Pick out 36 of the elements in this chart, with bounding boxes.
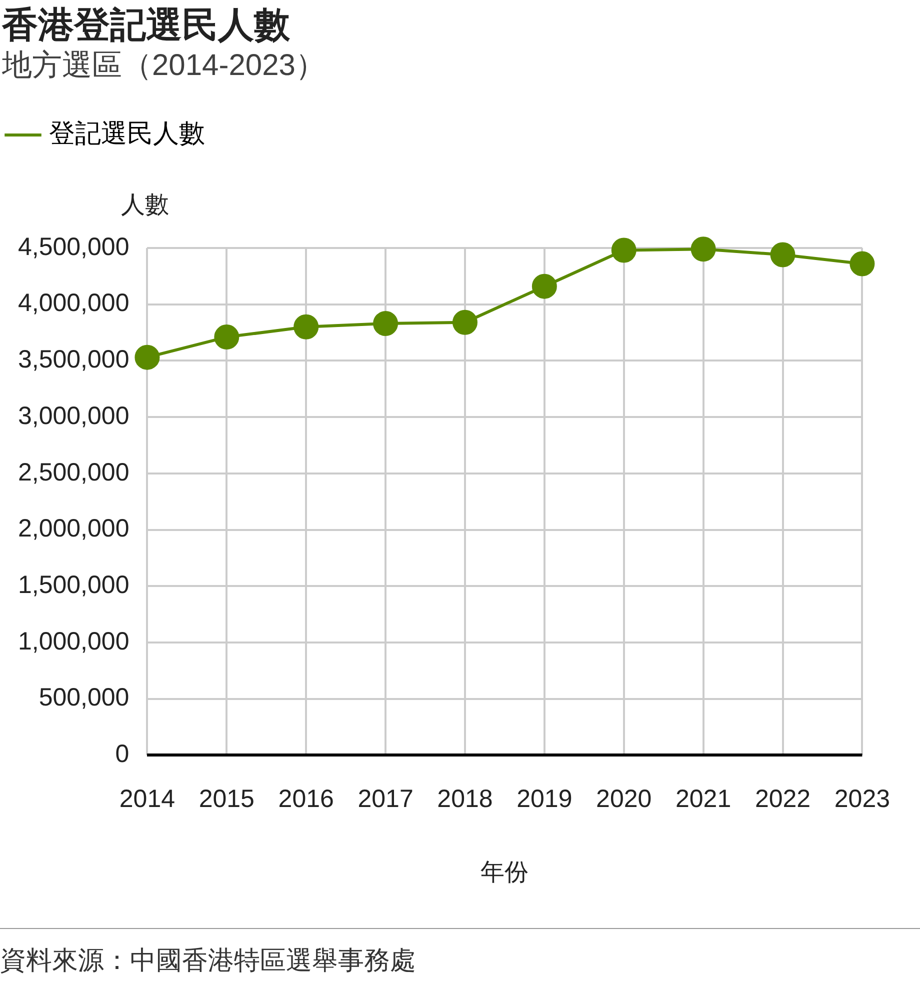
chart-title: 香港登記選民人數 [2, 4, 291, 46]
x-tick-label: 2015 [198, 785, 254, 814]
chart-subtitle: 地方選區（2014-2023） [2, 48, 326, 84]
x-tick-label: 2016 [278, 785, 334, 814]
y-tick-label: 2,500,000 [18, 458, 130, 486]
point [452, 310, 478, 335]
x-tick-label: 2020 [596, 785, 652, 814]
source-note: 資料來源：中國香港特區選舉事務處 [0, 928, 920, 978]
y-tick-label: 4,500,000 [18, 232, 130, 261]
point [134, 344, 160, 370]
point [532, 274, 557, 299]
point [690, 236, 716, 262]
y-axis-title: 人數 [121, 192, 169, 219]
point [373, 311, 398, 336]
x-tick-label: 2021 [675, 785, 732, 814]
y-tick-label: 1,000,000 [18, 627, 130, 656]
x-tick-label: 2017 [358, 785, 414, 814]
y-tick-label: 500,000 [38, 684, 130, 712]
point [850, 251, 875, 276]
x-tick-label: 2019 [516, 785, 572, 814]
x-tick-label: 2022 [754, 785, 811, 814]
y-tick-label: 2,000,000 [18, 514, 130, 543]
y-tick-label: 0 [115, 740, 130, 768]
x-tick-label: 2014 [119, 785, 176, 814]
y-tick-label: 1,500,000 [18, 571, 130, 600]
y-tick-label: 3,500,000 [18, 346, 130, 374]
x-axis-title: 年份 [480, 859, 529, 886]
point [214, 324, 240, 350]
x-tick-label: 2023 [834, 785, 890, 814]
y-tick-label: 4,000,000 [18, 289, 130, 318]
point [770, 242, 796, 268]
point [294, 314, 319, 340]
x-tick-label: 2018 [437, 785, 493, 814]
y-tick-label: 3,000,000 [18, 402, 130, 430]
point [611, 238, 636, 263]
legend-label: 登記選民人數 [49, 118, 205, 148]
